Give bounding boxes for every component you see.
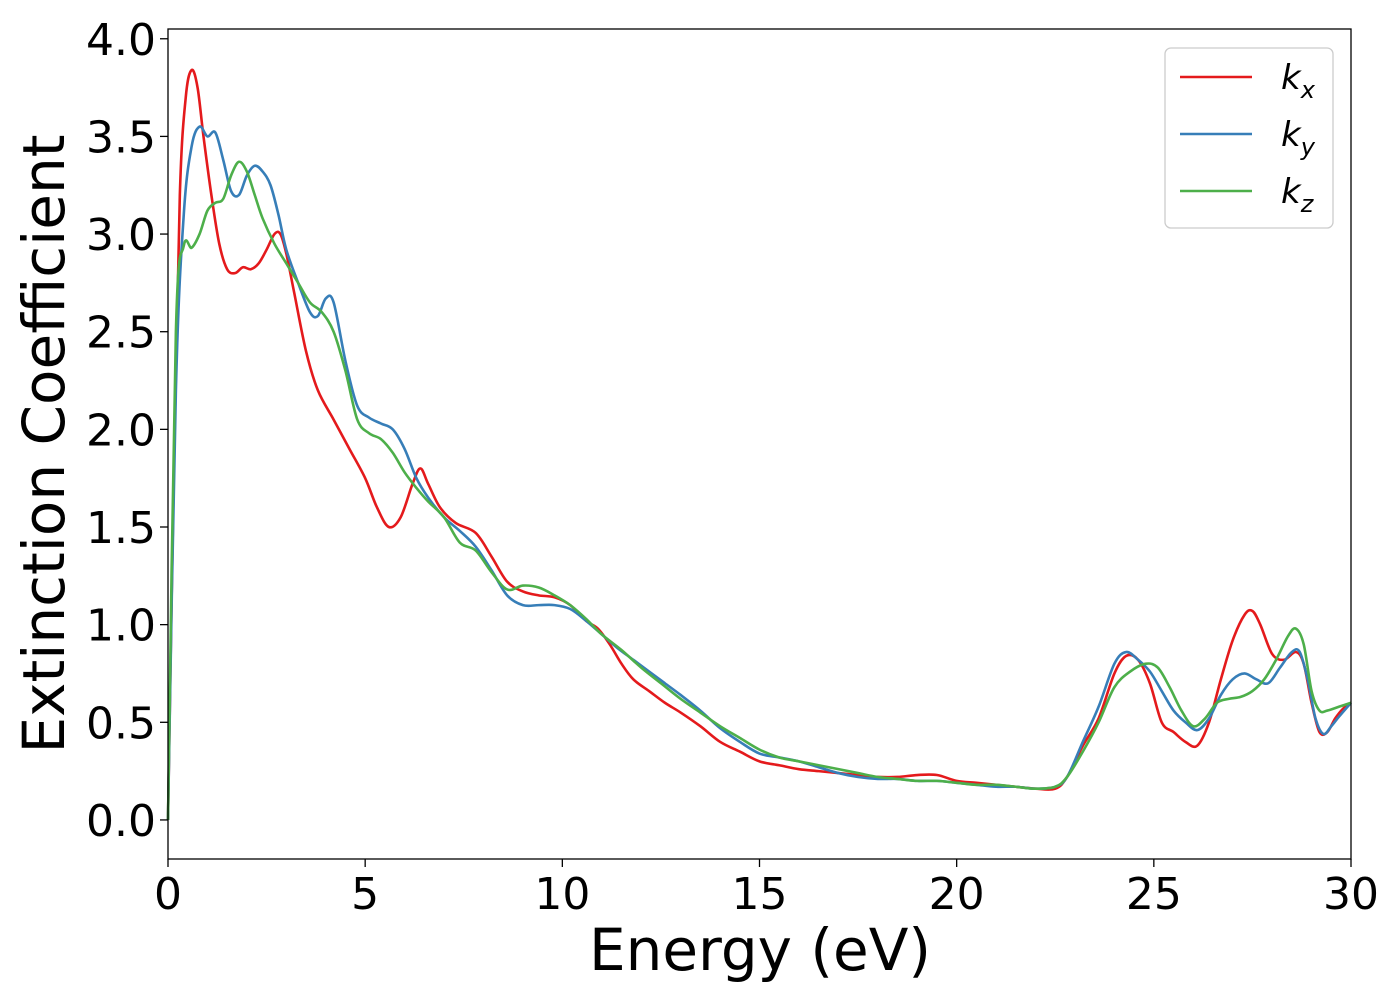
- series-line-kx: [166, 68, 1352, 820]
- y-tick-label: 2.5: [86, 308, 156, 359]
- y-tick-label: 3.0: [86, 210, 156, 261]
- y-tick-label: 4.0: [86, 15, 156, 66]
- y-tick-label: 2.0: [86, 405, 156, 456]
- x-tick-label: 15: [732, 869, 788, 920]
- series-line-ky: [166, 125, 1352, 820]
- legend-entry-ky: ky: [1180, 115, 1316, 161]
- x-tick-label: 30: [1323, 869, 1379, 920]
- legend: kx ky kz: [1164, 47, 1334, 229]
- y-axis-label: Extinction Coefficient: [10, 135, 78, 754]
- legend-label: ky: [1281, 115, 1316, 161]
- x-tick-label: 20: [929, 869, 985, 920]
- legend-entry-kx: kx: [1180, 58, 1316, 104]
- legend-entry-kz: kz: [1180, 172, 1315, 218]
- y-axis: 0.0 0.5 1.0 1.5 2.0 2.5 3.0 3.5 4.0: [86, 15, 168, 847]
- series-layer: [166, 68, 1352, 820]
- y-tick-label: 1.5: [86, 503, 156, 554]
- x-tick-label: 10: [534, 869, 590, 920]
- x-tick-label: 5: [351, 869, 379, 920]
- x-tick-label: 25: [1126, 869, 1182, 920]
- x-axis-label: Energy (eV): [589, 916, 931, 984]
- series-line-kz: [166, 160, 1352, 820]
- y-tick-label: 0.0: [86, 796, 156, 847]
- y-tick-label: 0.5: [86, 698, 156, 749]
- x-axis: 0 5 10 15 20 25 30: [154, 859, 1379, 920]
- x-tick-label: 0: [154, 869, 182, 920]
- legend-label: kx: [1281, 58, 1316, 104]
- y-tick-label: 3.5: [86, 112, 156, 163]
- legend-box: [1164, 47, 1334, 229]
- legend-label: kz: [1281, 172, 1315, 218]
- y-tick-label: 1.0: [86, 601, 156, 652]
